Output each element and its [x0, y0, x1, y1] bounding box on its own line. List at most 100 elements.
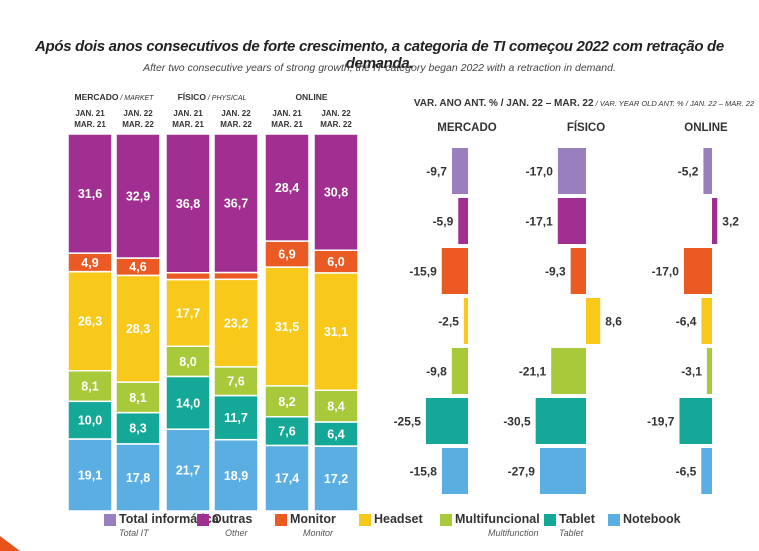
legend-sublabel: Monitor [303, 528, 334, 538]
legend-label: Outras [212, 512, 253, 526]
stack-value-label: 17,8 [126, 471, 150, 485]
stack-segment-outras [115, 133, 161, 259]
legend-sublabel: Multifunction [488, 528, 539, 538]
variation-value-label: -6,4 [676, 315, 697, 329]
variation-value-label: 8,6 [605, 315, 622, 329]
stack-value-label: 8,1 [81, 380, 98, 394]
variation-value-label: -17,1 [525, 215, 553, 229]
stack-segment-monitor [264, 240, 310, 268]
legend-swatch [544, 514, 556, 526]
variation-value-label: -5,2 [678, 165, 699, 179]
period-label: JAN. 21 [272, 109, 302, 118]
variation-bar-monitor [441, 248, 468, 294]
variation-column-header: ONLINE [684, 122, 728, 134]
variation-value-label: -15,8 [410, 465, 438, 479]
legend-label: Total informática [119, 512, 219, 526]
stack-value-label: 28,4 [275, 181, 299, 195]
variation-value-label: -9,3 [545, 265, 566, 279]
variation-bar-headset [586, 298, 601, 344]
stack-value-label: 14,0 [176, 396, 200, 410]
variation-value-label: -5,9 [433, 215, 454, 229]
stack-value-label: 31,1 [324, 325, 348, 339]
legend-label: Multifuncional [455, 512, 540, 526]
variation-value-label: -9,8 [426, 365, 447, 379]
group-label: MERCADO / MARKET [75, 92, 155, 102]
stack-segment-multifuncional [165, 345, 211, 378]
chart-subtitle: After two consecutive years of strong gr… [143, 62, 616, 74]
variation-bar-tablet [679, 398, 712, 444]
variation-bar-multifuncional [451, 348, 468, 394]
variation-value-label: -6,5 [676, 465, 697, 479]
variation-bar-headset [463, 298, 468, 344]
variation-bar-monitor [570, 248, 586, 294]
period-label: MAR. 22 [220, 120, 252, 129]
stack-segment-headset [213, 278, 259, 368]
stack-value-label: 18,9 [224, 469, 248, 483]
legend-swatch [197, 514, 209, 526]
stack-segment-outras [213, 133, 259, 274]
variation-bar-tablet [535, 398, 586, 444]
legend-swatch [104, 514, 116, 526]
period-label: MAR. 22 [122, 120, 154, 129]
variation-column-header: MERCADO [437, 122, 496, 134]
stack-value-label: 31,6 [78, 187, 102, 201]
stack-value-label: 8,0 [179, 355, 196, 369]
stack-segment-tablet [67, 400, 113, 440]
stack-value-label: 32,9 [126, 190, 150, 204]
period-label: JAN. 22 [321, 109, 351, 118]
variation-bar-outras [458, 198, 468, 244]
variation-bar-outras [712, 198, 718, 244]
period-label: JAN. 22 [221, 109, 251, 118]
variation-bar-total [451, 148, 468, 194]
stack-value-label: 23,2 [224, 317, 248, 331]
corner-decoration [0, 536, 20, 551]
stack-segment-tablet [264, 416, 310, 447]
variation-value-label: -15,9 [409, 265, 437, 279]
legend-label: Monitor [290, 512, 336, 526]
stack-segment-outras [67, 133, 113, 254]
stack-segment-monitor [213, 271, 259, 281]
period-label: MAR. 21 [271, 120, 303, 129]
variation-bar-total [557, 148, 586, 194]
variation-value-label: -27,9 [508, 465, 536, 479]
variation-bar-multifuncional [551, 348, 586, 394]
period-label: MAR. 21 [172, 120, 204, 129]
stack-segment-tablet [165, 375, 211, 430]
stack-value-label: 6,0 [327, 255, 344, 269]
stack-segment-notebook [213, 438, 259, 512]
variation-bar-notebook [539, 448, 586, 494]
variation-value-label: -17,0 [652, 265, 680, 279]
stack-segment-outras [165, 133, 211, 274]
variation-value-label: -21,1 [519, 365, 547, 379]
variation-bar-notebook [441, 448, 468, 494]
stack-segment-tablet [313, 421, 359, 447]
stack-segment-monitor [165, 271, 211, 281]
stack-value-label: 21,7 [176, 464, 200, 478]
stack-value-label: 28,3 [126, 322, 150, 336]
period-label: MAR. 21 [74, 120, 106, 129]
stack-value-label: 11,7 [224, 411, 248, 425]
stack-segment-outras [264, 133, 310, 242]
legend-swatch [440, 514, 452, 526]
stack-value-label: 8,2 [278, 395, 295, 409]
stack-segment-notebook [67, 438, 113, 512]
variation-value-label: -25,5 [394, 415, 422, 429]
legend-swatch [359, 514, 371, 526]
legend-label: Notebook [623, 512, 681, 526]
stack-segment-multifuncional [264, 385, 310, 418]
legend-swatch [608, 514, 620, 526]
variation-bar-notebook [701, 448, 712, 494]
legend-sublabel: Tablet [559, 528, 584, 538]
stack-segment-multifuncional [313, 389, 359, 423]
stack-value-label: 17,4 [275, 472, 299, 486]
stack-value-label: 4,6 [129, 260, 146, 274]
period-label: JAN. 22 [123, 109, 153, 118]
legend-label: Tablet [559, 512, 595, 526]
stack-value-label: 19,1 [78, 468, 102, 482]
legend-label: Headset [374, 512, 423, 526]
stack-value-label: 31,5 [275, 320, 299, 334]
stack-value-label: 17,2 [324, 472, 348, 486]
variation-bar-multifuncional [706, 348, 712, 394]
variation-bar-total [703, 148, 712, 194]
